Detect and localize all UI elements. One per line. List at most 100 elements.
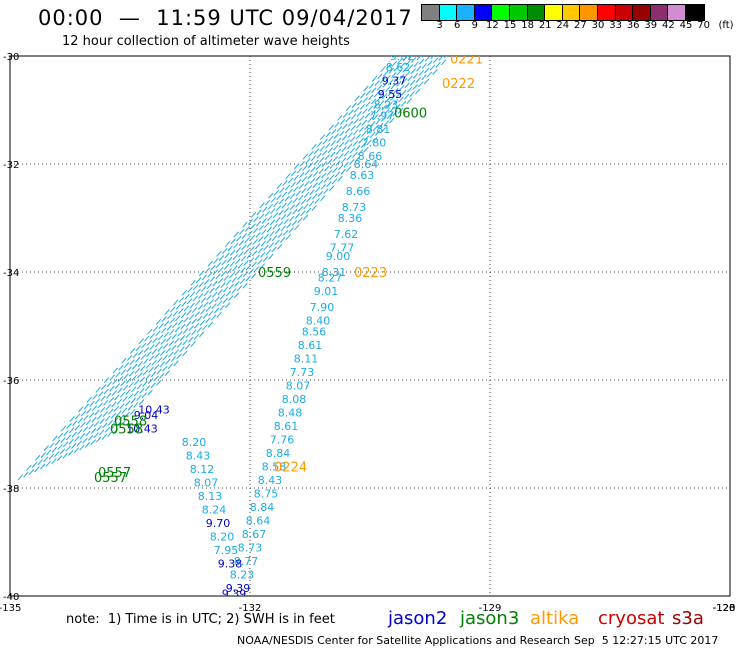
time-label-jason3: 0557 [98, 466, 131, 481]
swh-value-altika: 7.95 [214, 544, 239, 557]
swh-value-altika: 8.63 [350, 169, 375, 182]
swh-value-altika: 8.61 [274, 420, 299, 433]
colorbar-label: 45 [679, 20, 693, 31]
swh-value-altika: 8.73 [342, 201, 367, 214]
colorbar-swatch [421, 4, 441, 21]
colorbar-label: 42 [662, 20, 675, 31]
legend-s3a: s3a [672, 608, 704, 629]
y-tick-label: -30 [3, 52, 19, 63]
y-tick-label: -34 [3, 268, 19, 279]
swh-value-altika: 8.84 [250, 501, 275, 514]
swh-value-altika: 8.20 [182, 436, 207, 449]
swh-value-altika: 8.66 [358, 150, 383, 163]
colorbar-swatch [649, 4, 670, 21]
swh-value-altika: 8.27 [318, 271, 343, 284]
x-tick-label: -126 [713, 603, 736, 614]
swh-value-altika: 9.01 [314, 285, 339, 298]
colorbar-swatch [614, 4, 635, 21]
time-label-altika: 0221 [450, 53, 483, 68]
swh-value-altika: 8.08 [282, 393, 307, 406]
ground-track-line [90, 56, 438, 446]
ground-track-line [84, 56, 434, 448]
swh-value-altika: 8.36 [338, 212, 363, 225]
chart-title: 00:00 — 11:59 UTC 09/04/2017 [38, 6, 413, 30]
legend-cryosat: cryosat [598, 608, 665, 629]
time-label-jason3: 0559 [258, 266, 291, 281]
ground-track-line [34, 56, 406, 473]
swh-value-altika: 8.58 [262, 460, 287, 473]
colorbar-swatch [685, 4, 705, 21]
swh-value-altika: 8.56 [302, 325, 327, 338]
swh-value-altika: 8.24 [202, 504, 227, 517]
swh-value-altika: 9.38 [218, 558, 243, 571]
ground-track-line [45, 56, 412, 467]
swh-value-altika: 8.62 [386, 61, 411, 74]
time-label-altika: 0222 [442, 77, 475, 92]
colorbar-swatch [579, 4, 599, 21]
swh-value-altika: 9.39 [222, 587, 247, 600]
colorbar-swatch [597, 4, 617, 21]
colorbar-label: 70 [697, 20, 710, 31]
colorbar-label: 18 [521, 20, 534, 31]
colorbar-label: 15 [503, 20, 517, 31]
legend-altika: altika [530, 608, 580, 629]
swh-value-altika: 8.75 [254, 487, 279, 500]
swh-value-altika: 8.31 [322, 266, 347, 279]
swh-value-jason3: 9.04 [134, 409, 159, 422]
colorbar-unit: (ft) [718, 20, 734, 31]
colorbar-label: 3 [436, 20, 443, 31]
ground-track-line [112, 56, 450, 435]
swh-value-altika: 8.07 [286, 379, 311, 392]
ground-track-line [17, 61, 391, 481]
ground-track-line [51, 56, 415, 465]
colorbar-swatch [491, 4, 511, 21]
ground-track-line [23, 58, 396, 478]
time-label-altika: 0224 [274, 460, 307, 475]
plot-frame [9, 55, 731, 597]
swh-value-altika: 8.43 [258, 474, 283, 487]
time-label-altika: 0223 [354, 266, 387, 281]
swh-value-altika: 8.48 [278, 406, 303, 419]
x-tick-label: -120 [713, 603, 736, 614]
colorbar-swatch [544, 4, 564, 21]
time-label-jason3: 0600 [394, 107, 427, 122]
colorbar-label: 30 [591, 20, 605, 31]
swh-value-altika: 7.76 [270, 433, 295, 446]
swh-value-altika: 8.43 [186, 450, 211, 463]
swh-value-altika: 8.13 [198, 490, 223, 503]
chart-subtitle: 12 hour collection of altimeter wave hei… [62, 34, 350, 49]
swh-value-altika: 8.40 [306, 315, 331, 328]
ground-track-line [73, 56, 428, 454]
colorbar-swatch [473, 4, 494, 21]
colorbar-swatch [438, 4, 459, 21]
ground-track-line [96, 56, 441, 443]
swh-value-altika: 8.77 [234, 555, 259, 568]
colorbar-label: 24 [556, 20, 570, 31]
colorbar-label: 36 [626, 20, 640, 31]
swh-value-altika: 8.20 [210, 531, 235, 544]
swh-value-altika: 7.62 [334, 228, 359, 241]
plot-data-group: 9.028.629.379.558.237.978.817.808.668.64… [17, 53, 483, 600]
swh-value-altika: 8.73 [238, 541, 263, 554]
colorbar-label: 9 [471, 20, 478, 31]
ground-track-line [40, 56, 409, 470]
ground-track-line [56, 56, 418, 462]
credit-line: NOAA/NESDIS Center for Satellite Applica… [237, 634, 571, 647]
time-label-jason3: 0558 [110, 423, 143, 438]
colorbar-swatch [561, 4, 582, 21]
swh-value-altika: 8.64 [246, 514, 271, 527]
swh-value-altika: 9.70 [206, 517, 231, 530]
swh-value-altika: 7.77 [330, 242, 355, 255]
colorbar-label: 21 [538, 20, 552, 31]
colorbar-label: 6 [454, 20, 461, 31]
swh-value-altika: 8.67 [242, 528, 267, 541]
colorbar-swatch [632, 4, 652, 21]
swh-value-altika: 8.07 [194, 477, 219, 490]
y-tick-label: -40 [3, 592, 19, 603]
time-label-jason3: 0557 [94, 471, 127, 486]
swh-value-jason3: 10.43 [126, 423, 158, 436]
footnote: note: 1) Time is in UTC; 2) SWH is in fe… [66, 612, 335, 627]
colorbar-label: 12 [486, 20, 499, 31]
